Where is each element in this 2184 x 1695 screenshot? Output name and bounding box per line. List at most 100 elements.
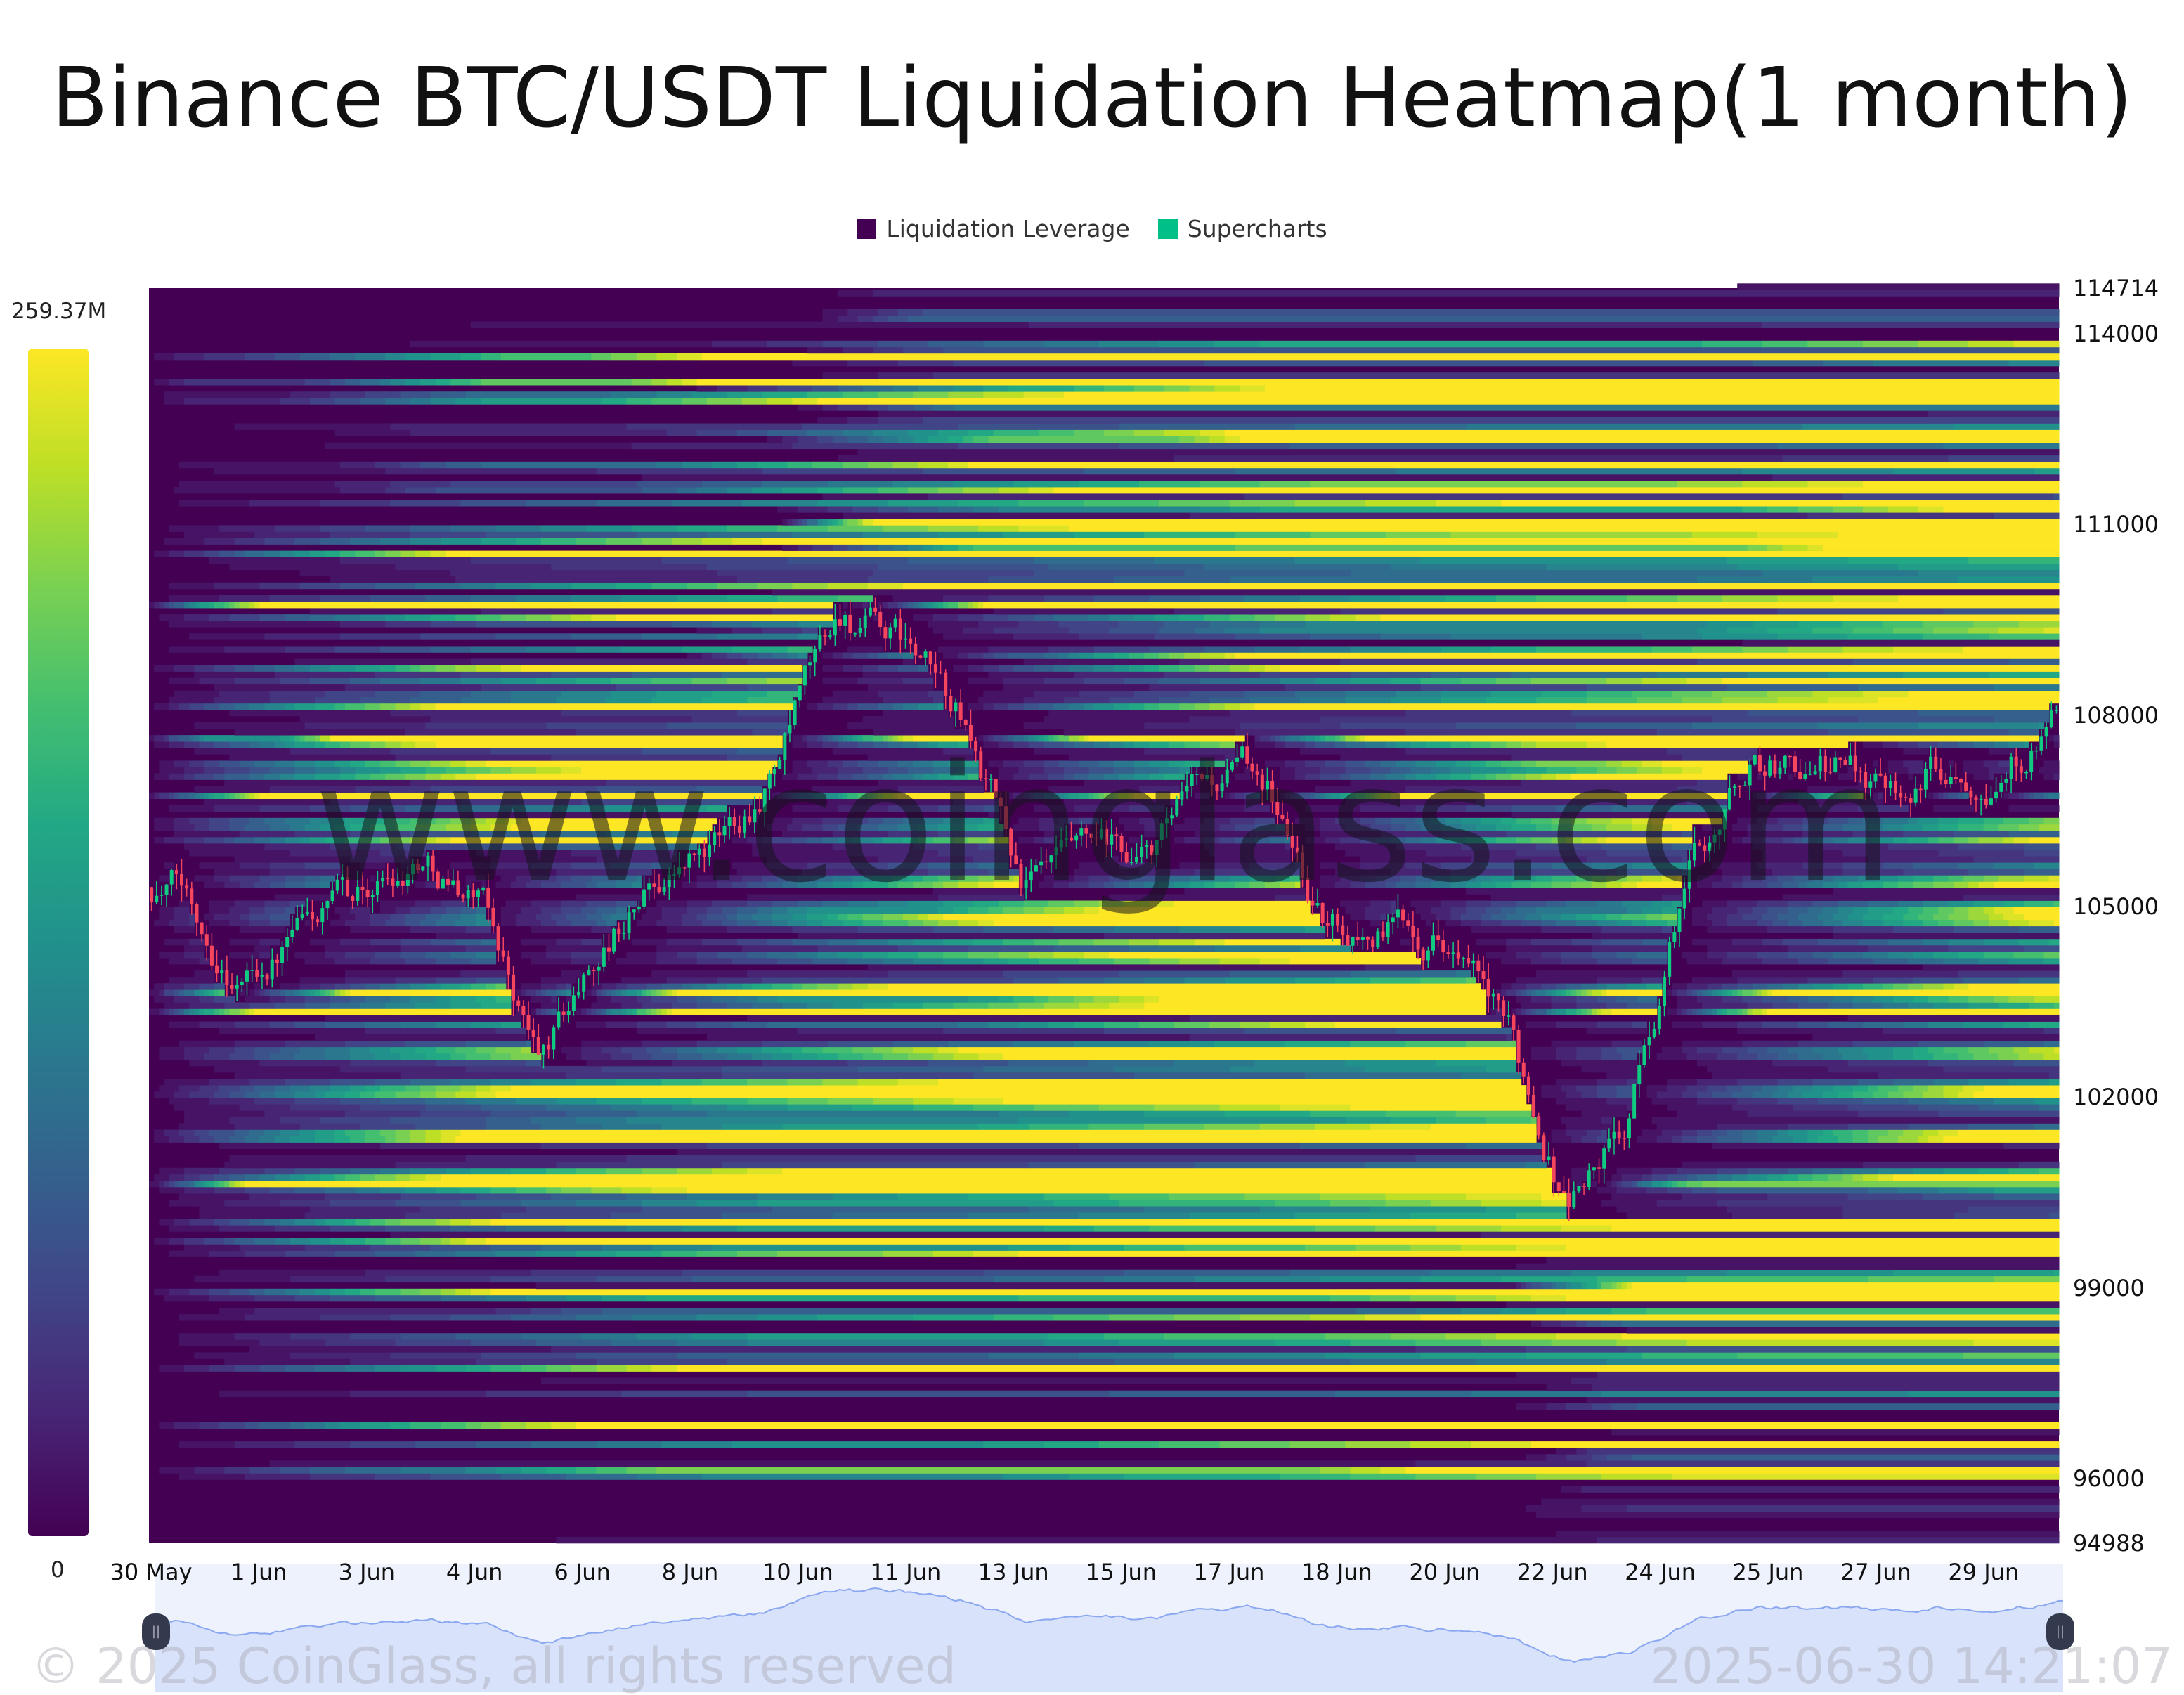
heatmap-cell — [852, 875, 873, 881]
heatmap-cell — [938, 805, 984, 812]
candle-body — [552, 1027, 555, 1049]
heatmap-cell — [350, 1085, 365, 1091]
heatmap-cell — [476, 977, 506, 983]
heatmap-cell — [677, 487, 697, 493]
heatmap-cell — [737, 1047, 762, 1053]
heatmap-cell — [1451, 837, 1467, 843]
heatmap-cell — [1155, 633, 1235, 639]
heatmap-cell — [1632, 920, 1647, 926]
heatmap-cell — [1094, 939, 1130, 945]
heatmap-cell — [576, 1314, 632, 1320]
heatmap-cell — [224, 780, 410, 786]
heatmap-cell — [1737, 1079, 1778, 1085]
heatmap-cell — [798, 506, 828, 512]
heatmap-cell — [159, 1053, 184, 1060]
heatmap-cell — [229, 741, 249, 748]
heatmap-cell — [294, 1295, 330, 1301]
heatmap-cell — [1727, 1009, 1738, 1015]
heatmap-cell — [2044, 774, 2055, 780]
heatmap-cell — [1682, 1091, 1698, 1098]
heatmap-cell — [1757, 1136, 1773, 1143]
heatmap-cell — [923, 309, 2060, 316]
heatmap-cell — [365, 525, 411, 531]
heatmap-cell — [923, 1002, 954, 1008]
heatmap-cell — [159, 602, 164, 608]
heatmap-cell — [1958, 793, 1964, 799]
heatmap-cell — [265, 1168, 295, 1174]
heatmap-cell — [893, 793, 899, 799]
heatmap-cell — [1918, 741, 1939, 748]
heatmap-cell — [828, 1041, 894, 1047]
heatmap-cell — [933, 614, 958, 621]
heatmap-cell — [1762, 570, 1918, 576]
heatmap-cell — [1124, 824, 1145, 831]
heatmap-cell — [1913, 977, 1964, 983]
heatmap-cell — [989, 760, 1004, 767]
heatmap-cell — [717, 583, 758, 589]
heatmap-cell — [873, 290, 2060, 296]
heatmap-cell — [1707, 952, 1727, 958]
heatmap-cell — [597, 989, 602, 996]
heatmap-cell — [380, 646, 431, 652]
heatmap-cell — [1687, 983, 1708, 989]
heatmap-cell — [310, 837, 325, 843]
heatmap-cell — [1587, 684, 1728, 691]
heatmap-cell — [1727, 627, 1768, 633]
heatmap-cell — [2019, 793, 2024, 799]
heatmap-cell — [1883, 881, 1899, 888]
heatmap-cell — [1365, 1162, 1526, 1168]
heatmap-cell — [999, 506, 1200, 512]
heatmap-cell — [431, 1473, 502, 1479]
heatmap-cell — [1375, 818, 1391, 824]
heatmap-cell — [380, 983, 396, 989]
heatmap-cell — [1375, 875, 1400, 881]
heatmap-cell — [300, 983, 320, 989]
heatmap-cell — [169, 1136, 185, 1143]
heatmap-cell — [823, 372, 878, 379]
heatmap-cell — [1767, 907, 1788, 914]
heatmap-cell — [1762, 837, 1783, 843]
heatmap-cell — [873, 875, 893, 881]
heatmap-cell — [300, 977, 346, 983]
heatmap-cell — [581, 1041, 642, 1047]
heatmap-cell — [1908, 983, 1923, 989]
heatmap-cell — [275, 1136, 290, 1143]
heatmap-cell — [169, 646, 225, 652]
heatmap-cell — [1888, 939, 1924, 945]
heatmap-cell — [1526, 774, 1542, 780]
heatmap-cell — [1587, 856, 1682, 862]
heatmap-cell — [1767, 926, 1833, 933]
candle-body — [235, 985, 239, 988]
heatmap-cell — [1481, 881, 1496, 888]
heatmap-cell — [1712, 1130, 1728, 1136]
heatmap-cell — [425, 767, 446, 773]
heatmap-cell — [1305, 741, 1315, 748]
heatmap-cell — [224, 1002, 249, 1008]
heatmap-cell — [1244, 793, 1250, 799]
candle-body — [848, 615, 852, 633]
heatmap-cell — [1878, 875, 1899, 881]
heatmap-cell — [1305, 1022, 1335, 1028]
heatmap-cell — [240, 1181, 245, 1187]
heatmap-cell — [1762, 989, 1768, 996]
heatmap-cell — [1069, 754, 1225, 760]
candle-body — [587, 970, 590, 975]
heatmap-cell — [1742, 989, 1753, 996]
heatmap-cell — [1592, 989, 1602, 996]
heatmap-cell — [561, 805, 607, 812]
heatmap-cell — [1471, 926, 1542, 933]
heatmap-cell — [320, 1174, 335, 1181]
heatmap-cell — [1109, 627, 1159, 633]
heatmap-cell — [1753, 983, 1768, 989]
heatmap-cell — [446, 907, 461, 914]
heatmap-cell — [401, 1289, 421, 1295]
heatmap-cell — [1828, 818, 1848, 824]
heatmap-cell — [732, 1022, 768, 1028]
heatmap-cell — [450, 996, 476, 1002]
heatmap-cell — [401, 1333, 456, 1339]
candle-body — [240, 982, 244, 985]
heatmap-cell — [380, 665, 396, 672]
heatmap-cell — [1013, 741, 1029, 748]
heatmap-cell — [551, 1422, 576, 1429]
